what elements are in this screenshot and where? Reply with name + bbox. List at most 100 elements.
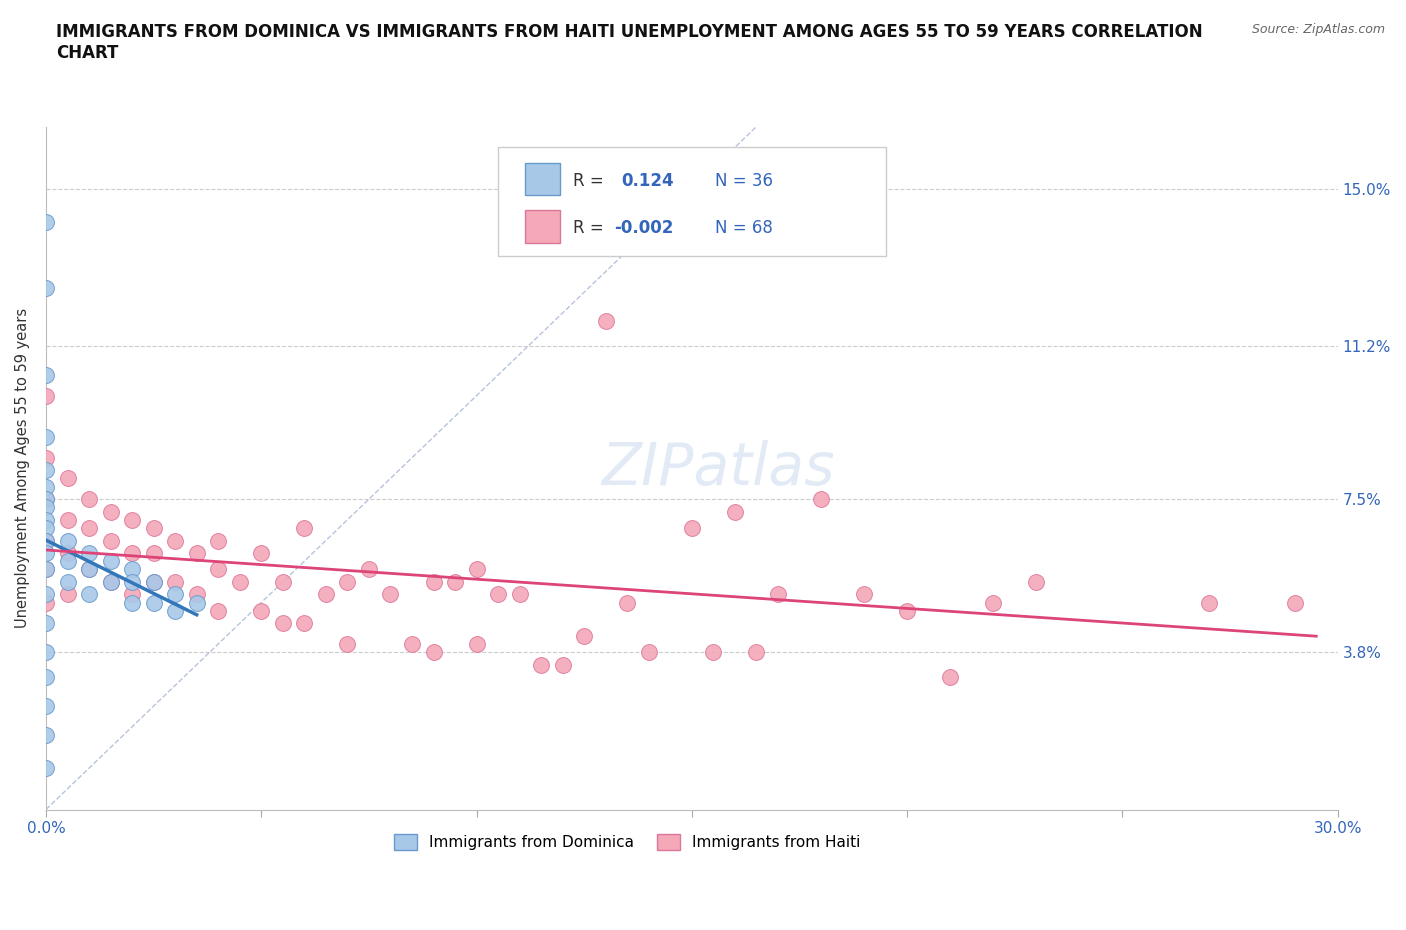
Point — [142, 595, 165, 610]
Point — [292, 521, 315, 536]
Point — [637, 644, 659, 659]
Point — [35, 463, 58, 478]
Point — [77, 546, 100, 561]
Point — [422, 644, 444, 659]
Point — [35, 492, 58, 507]
Point — [745, 644, 768, 659]
Point — [35, 562, 58, 577]
Point — [56, 512, 79, 527]
Point — [77, 492, 100, 507]
Point — [595, 313, 617, 328]
Point — [422, 575, 444, 590]
Point — [229, 575, 252, 590]
Legend: Immigrants from Dominica, Immigrants from Haiti: Immigrants from Dominica, Immigrants fro… — [388, 829, 866, 857]
Text: R =: R = — [574, 219, 609, 237]
Point — [681, 521, 703, 536]
Point — [56, 533, 79, 548]
Point — [35, 281, 58, 296]
Point — [100, 575, 122, 590]
Point — [35, 644, 58, 659]
Point — [271, 616, 294, 631]
Point — [35, 533, 58, 548]
Point — [250, 604, 273, 618]
Point — [401, 636, 423, 651]
Point — [336, 636, 359, 651]
Point — [121, 575, 143, 590]
Point — [35, 595, 58, 610]
Text: N = 36: N = 36 — [716, 172, 773, 190]
Point — [1284, 595, 1306, 610]
Point — [77, 562, 100, 577]
Point — [142, 575, 165, 590]
Point — [207, 533, 229, 548]
Text: 0.124: 0.124 — [621, 172, 673, 190]
Point — [77, 562, 100, 577]
Point — [292, 616, 315, 631]
Point — [35, 521, 58, 536]
Point — [56, 587, 79, 602]
Point — [35, 214, 58, 229]
Point — [35, 562, 58, 577]
Point — [165, 587, 187, 602]
Text: IMMIGRANTS FROM DOMINICA VS IMMIGRANTS FROM HAITI UNEMPLOYMENT AMONG AGES 55 TO : IMMIGRANTS FROM DOMINICA VS IMMIGRANTS F… — [56, 23, 1204, 62]
Point — [77, 587, 100, 602]
Point — [165, 533, 187, 548]
Point — [56, 553, 79, 568]
Point — [165, 575, 187, 590]
Point — [121, 546, 143, 561]
Point — [35, 479, 58, 494]
Point — [853, 587, 876, 602]
Point — [724, 504, 747, 519]
Point — [35, 761, 58, 776]
Point — [486, 587, 509, 602]
Point — [530, 658, 553, 672]
Point — [56, 575, 79, 590]
Point — [444, 575, 467, 590]
Point — [121, 587, 143, 602]
FancyBboxPatch shape — [526, 210, 560, 243]
Point — [35, 533, 58, 548]
Point — [56, 546, 79, 561]
Point — [35, 727, 58, 742]
Point — [465, 562, 488, 577]
Point — [35, 616, 58, 631]
Point — [35, 670, 58, 684]
Point — [896, 604, 918, 618]
Point — [35, 430, 58, 445]
Point — [142, 575, 165, 590]
Text: N = 68: N = 68 — [716, 219, 773, 237]
Point — [357, 562, 380, 577]
Point — [35, 587, 58, 602]
Point — [186, 546, 208, 561]
Point — [207, 562, 229, 577]
Point — [56, 471, 79, 485]
Point — [271, 575, 294, 590]
Point — [336, 575, 359, 590]
Point — [142, 521, 165, 536]
Point — [35, 367, 58, 382]
Point — [1025, 575, 1047, 590]
Point — [100, 553, 122, 568]
Point — [100, 575, 122, 590]
Point — [186, 595, 208, 610]
Point — [574, 629, 596, 644]
Text: ZIPatlas: ZIPatlas — [600, 440, 834, 497]
Point — [766, 587, 789, 602]
Point — [509, 587, 531, 602]
Point — [121, 512, 143, 527]
Y-axis label: Unemployment Among Ages 55 to 59 years: Unemployment Among Ages 55 to 59 years — [15, 308, 30, 628]
Point — [142, 546, 165, 561]
Point — [35, 512, 58, 527]
Point — [1198, 595, 1220, 610]
Point — [186, 587, 208, 602]
Point — [207, 604, 229, 618]
FancyBboxPatch shape — [526, 163, 560, 194]
Point — [35, 546, 58, 561]
Text: R =: R = — [574, 172, 614, 190]
Point — [121, 562, 143, 577]
Point — [100, 504, 122, 519]
Point — [121, 595, 143, 610]
Point — [35, 500, 58, 515]
Point — [465, 636, 488, 651]
Point — [165, 604, 187, 618]
